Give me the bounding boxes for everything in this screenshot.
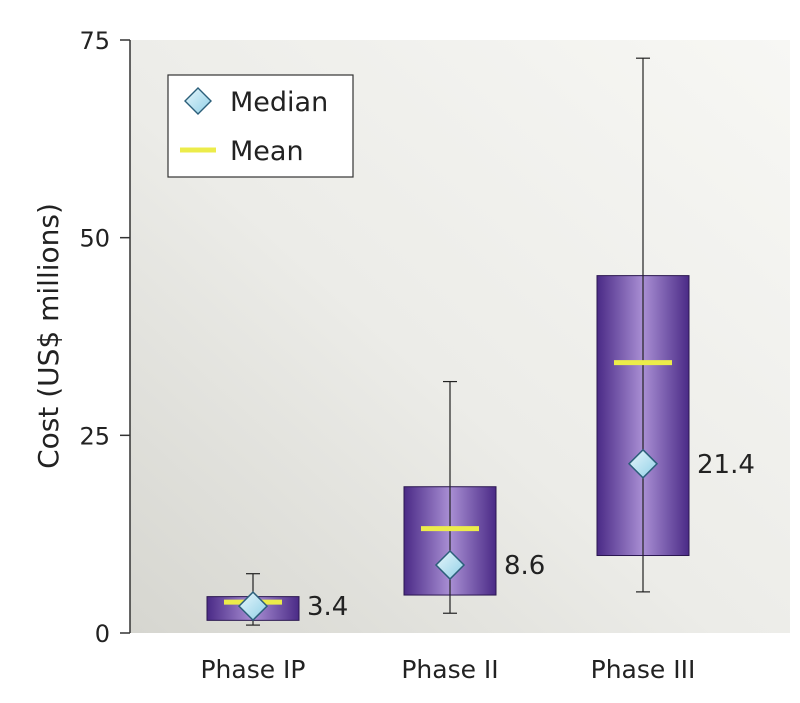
box-phase-iii: 21.4 [596,57,755,593]
box-phase-ip: 3.4 [206,573,348,626]
median-marker [434,549,466,581]
x-tick-label: Phase III [591,655,696,684]
legend-mean-label: Mean [230,136,304,167]
y-tick-label: 50 [79,225,110,253]
x-tick-label: Phase IP [200,655,305,684]
box-phase-ii: 8.6 [403,380,545,614]
median-value-label: 21.4 [697,450,755,480]
x-tick-label: Phase II [401,655,498,684]
x-axis: Phase IP Phase II Phase III [200,655,695,684]
median-value-label: 3.4 [307,592,348,622]
y-tick-label: 75 [79,27,110,55]
legend-median-label: Median [230,87,328,118]
median-marker [237,591,269,622]
median-value-label: 8.6 [504,551,545,581]
legend-median-icon [184,87,212,115]
legend: Median Mean [167,74,354,178]
y-axis: 0 25 50 75 [79,27,131,648]
y-tick-label: 25 [79,422,110,450]
box-series: 3.4 8.6 21.4 [206,57,755,626]
median-marker [627,448,659,479]
y-axis-title: Cost (US$ millions) [32,203,65,469]
y-tick-label: 0 [95,620,110,648]
